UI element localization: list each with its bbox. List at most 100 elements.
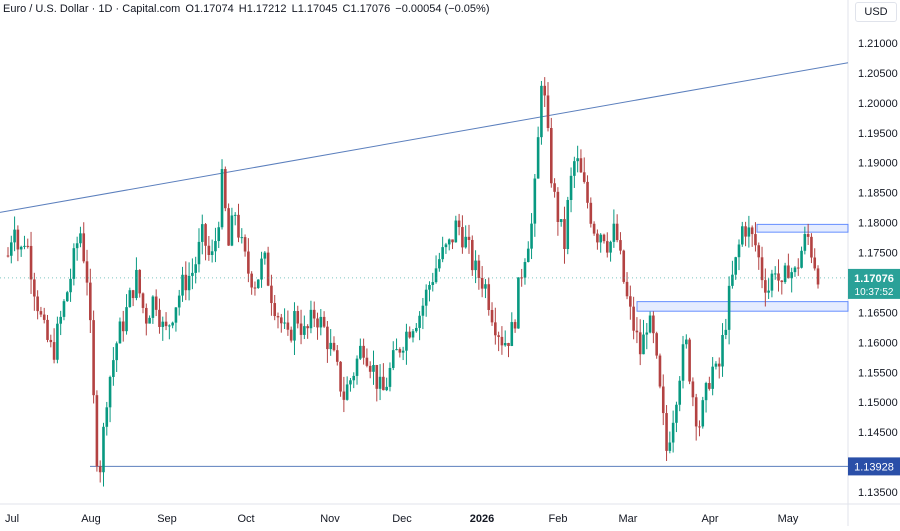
candle-body	[273, 303, 277, 317]
candle-body	[247, 251, 250, 274]
candle-body	[421, 305, 425, 316]
candle-body	[536, 137, 540, 179]
candle-body	[204, 224, 207, 246]
candle-body	[592, 223, 596, 234]
time-tick-label: Dec	[392, 513, 412, 525]
candle-body	[717, 363, 721, 367]
candle-body	[777, 273, 780, 281]
candle-body	[408, 331, 412, 338]
candle-body	[586, 181, 589, 203]
price-tick-label: 1.20500	[858, 68, 898, 80]
candle-body	[629, 296, 632, 307]
candle-body	[691, 381, 695, 398]
candle-body	[599, 234, 602, 243]
candle-body	[744, 226, 747, 237]
candle-body	[345, 384, 349, 400]
candle-body	[240, 237, 244, 239]
open-label: O	[185, 3, 194, 15]
candle-body	[293, 311, 296, 341]
time-tick-label: Jul	[5, 513, 19, 525]
candle-body	[438, 259, 441, 269]
candle-body	[589, 202, 593, 224]
candle-body	[721, 334, 724, 367]
candle-body	[283, 322, 286, 324]
bar-countdown: 10:37:52	[855, 287, 894, 298]
price-tick-label: 1.21000	[858, 38, 898, 50]
candle-body	[372, 364, 375, 372]
candle-body	[793, 267, 797, 273]
candle-body	[243, 237, 247, 252]
candle-body	[385, 386, 388, 391]
candle-body	[95, 395, 99, 467]
price-tick-label: 1.15500	[858, 367, 898, 379]
time-tick-label: Sep	[157, 513, 177, 525]
high-value: 1.17212	[246, 3, 287, 15]
candle-body	[642, 334, 645, 355]
candle-body	[609, 241, 612, 253]
candle-body	[507, 343, 510, 346]
candle-body	[711, 366, 714, 389]
candle-body	[681, 344, 685, 381]
candle-body	[286, 322, 290, 330]
candle-body	[704, 383, 708, 401]
candle-body	[230, 215, 234, 246]
price-tick-label: 1.15000	[858, 397, 898, 409]
chart-legend: Euro / U.S. Dollar · 1D · Capital.com O1…	[3, 3, 489, 15]
candle-body	[480, 277, 484, 289]
candle-body	[177, 295, 181, 308]
candle-body	[652, 315, 655, 334]
candle-body	[526, 248, 530, 263]
candle-body	[418, 315, 421, 328]
candle-body	[279, 317, 283, 324]
candle-body	[16, 229, 20, 250]
candle-body	[187, 275, 191, 291]
timeframe[interactable]: 1D	[98, 3, 113, 15]
candle-body	[250, 273, 253, 288]
candle-body	[530, 223, 533, 249]
candle-body	[309, 309, 313, 329]
last-price-badge	[848, 268, 900, 299]
candle-body	[806, 234, 810, 237]
candle-body	[813, 257, 817, 269]
candle-body	[263, 252, 267, 259]
candle-body	[316, 318, 319, 328]
candle-body	[497, 335, 500, 337]
candle-body	[708, 383, 711, 389]
candle-body	[289, 329, 293, 341]
currency-button[interactable]: USD	[855, 2, 897, 22]
candle-body	[757, 245, 761, 258]
candle-body	[500, 336, 504, 346]
candle-body	[787, 265, 790, 279]
candle-body	[540, 85, 543, 138]
price-tick-label: 1.17500	[858, 248, 898, 260]
candle-body	[125, 307, 128, 332]
candle-body	[668, 442, 672, 451]
candle-body	[513, 322, 517, 329]
candle-body	[253, 287, 257, 289]
candle-body	[424, 289, 428, 306]
time-tick-label: May	[778, 513, 799, 525]
price-tick-label: 1.20000	[858, 98, 898, 110]
candle-body	[764, 280, 767, 293]
candle-body	[517, 277, 520, 329]
candle-body	[42, 314, 46, 320]
candle-body	[382, 376, 385, 391]
price-tick-label: 1.16000	[858, 337, 898, 349]
candle-body	[23, 245, 26, 247]
candle-body	[362, 345, 365, 358]
candle-body	[33, 279, 36, 297]
candle-body	[194, 264, 197, 273]
candle-body	[596, 233, 599, 243]
candle-body	[49, 339, 53, 343]
price-tick-label: 1.13500	[858, 487, 898, 499]
candle-body	[197, 241, 201, 265]
candle-body	[158, 309, 161, 327]
candle-body	[39, 311, 43, 315]
candle-body	[451, 239, 454, 243]
candle-body	[484, 284, 487, 289]
candle-body	[256, 279, 260, 288]
low-label: L	[291, 3, 298, 15]
candle-body	[698, 426, 701, 428]
